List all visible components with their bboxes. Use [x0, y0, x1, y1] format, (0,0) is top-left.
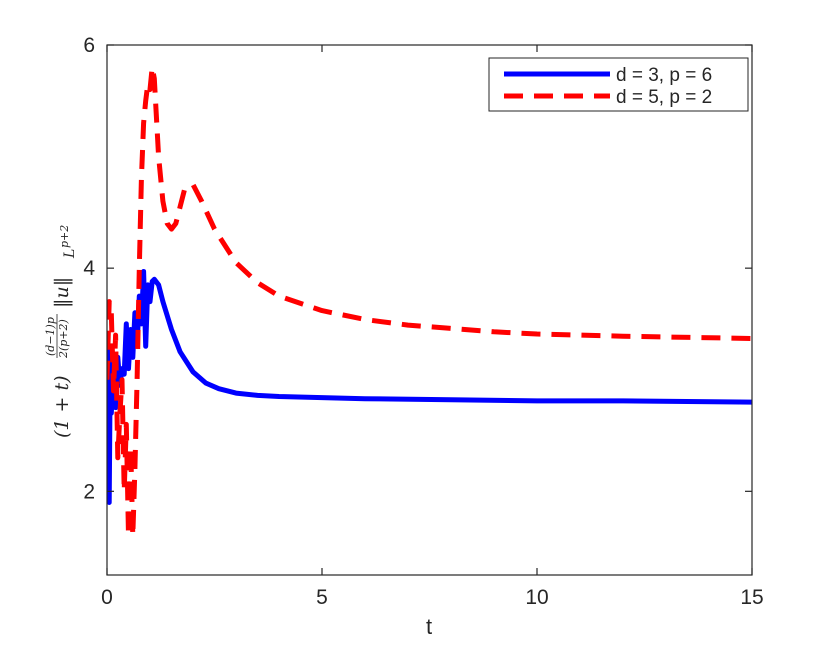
- x-axis-label: t: [426, 614, 432, 639]
- y-tick-label: 6: [83, 34, 95, 57]
- y-axis-label-subscript: L: [62, 249, 78, 259]
- series-line-1: [107, 269, 752, 505]
- plot-area: 0 5 10 15 2 4 6: [83, 34, 763, 609]
- series-line-2: [107, 64, 752, 539]
- y-tick-label: 2: [83, 480, 95, 503]
- y-axis-label-exponent-denominator: 2(p+2): [57, 319, 70, 359]
- legend-entry-2: d = 5, p = 2: [616, 87, 712, 108]
- series-layer: [107, 64, 752, 539]
- y-axis-label-exponent-numerator: (d−1)p: [44, 317, 57, 356]
- axes-layer: 0 5 10 15 2 4 6: [83, 34, 763, 609]
- y-axis-label-base: (1 + t): [51, 375, 73, 438]
- legend-box: [488, 57, 749, 112]
- y-tick-label: 4: [83, 257, 95, 280]
- y-axis-label-norm: ‖u‖: [51, 277, 73, 308]
- y-axis-label: (1 + t) (d−1)p 2(p+2) ‖u‖ L p+2: [44, 225, 78, 438]
- x-tick-label: 5: [316, 586, 328, 609]
- y-axis-label-subscript-exponent: p+2: [58, 225, 71, 248]
- legend: d = 3, p = 6 d = 5, p = 2: [488, 57, 749, 112]
- x-tick-label: 15: [740, 586, 763, 609]
- x-tick-label: 0: [101, 586, 113, 609]
- legend-entry-1: d = 3, p = 6: [616, 65, 712, 86]
- axes-frame: [106, 44, 753, 576]
- x-tick-label: 10: [525, 586, 548, 609]
